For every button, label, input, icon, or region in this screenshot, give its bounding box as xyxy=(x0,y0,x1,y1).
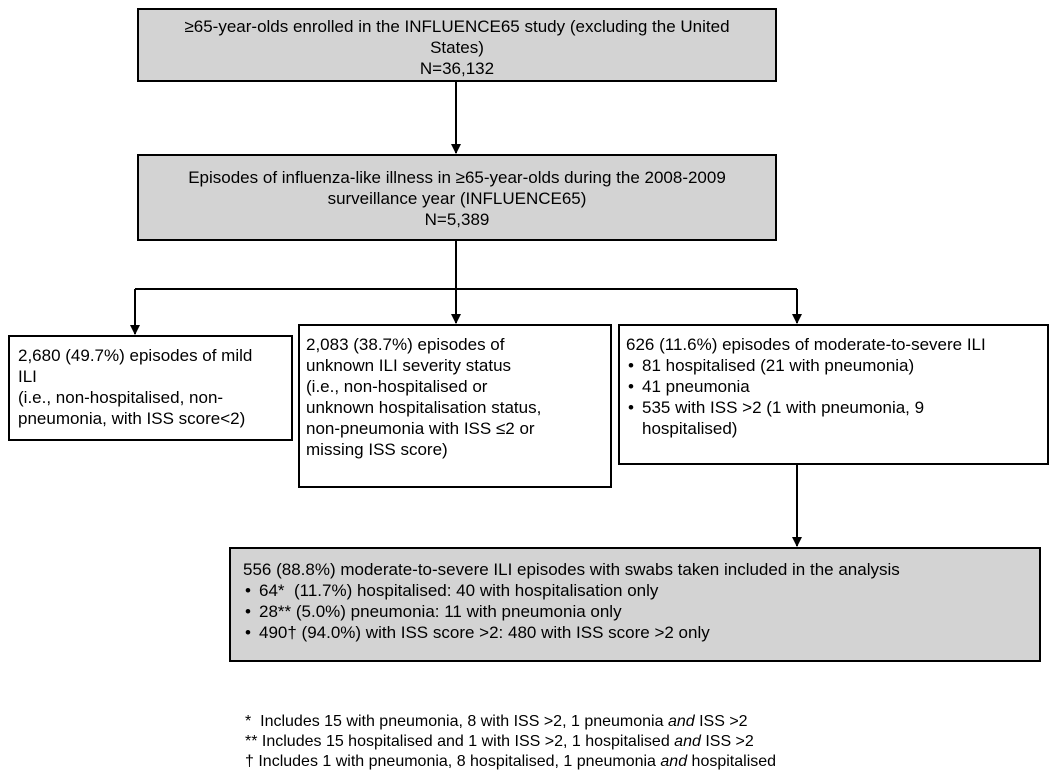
unknown-severity-box: 2,083 (38.7%) episodes of unknown ILI se… xyxy=(298,324,612,488)
analysis-item-pneumonia: 28** (5.0%) pneumonia: 11 with pneumonia… xyxy=(243,601,1039,622)
mild-ili-box: 2,680 (49.7%) episodes of mild ILI (i.e.… xyxy=(8,335,293,441)
footnote2-tail: ISS >2 xyxy=(700,733,754,750)
mild-line3: (i.e., non-hospitalised, non- xyxy=(18,388,224,407)
episodes-box: Episodes of influenza-like illness in ≥6… xyxy=(137,154,777,241)
unknown-line4: unknown hospitalisation status, xyxy=(306,398,542,417)
footnote-hospitalised: * Includes 15 with pneumonia, 8 with ISS… xyxy=(245,712,776,732)
moderate-item-iss: 535 with ISS >2 (1 with pneumonia, 9 hos… xyxy=(626,397,972,439)
unknown-line1: 2,083 (38.7%) episodes of xyxy=(306,335,505,354)
enrolled-count: N=36,132 xyxy=(419,59,495,78)
analysis-box: 556 (88.8%) moderate-to-severe ILI episo… xyxy=(229,547,1041,662)
unknown-line5: non-pneumonia with ISS ≤2 or xyxy=(306,419,535,438)
footnote3-text: † Includes 1 with pneumonia, 8 hospitali… xyxy=(245,753,661,770)
moderate-item-pneumonia: 41 pneumonia xyxy=(626,376,1041,397)
moderate-title: 626 (11.6%) episodes of moderate-to-seve… xyxy=(626,335,986,354)
unknown-line6: missing ISS score) xyxy=(306,440,448,459)
episodes-count: N=5,389 xyxy=(424,210,490,229)
moderate-severe-box: 626 (11.6%) episodes of moderate-to-seve… xyxy=(618,324,1049,465)
unknown-line3: (i.e., non-hospitalised or xyxy=(306,377,488,396)
mild-line2: ILI xyxy=(18,367,37,386)
footnote-iss: † Includes 1 with pneumonia, 8 hospitali… xyxy=(245,752,776,772)
episodes-line1: Episodes of influenza-like illness in ≥6… xyxy=(188,168,726,187)
footnote1-text: * Includes 15 with pneumonia, 8 with ISS… xyxy=(245,713,668,730)
enrolled-line2: States) xyxy=(430,38,484,57)
episodes-line2: surveillance year (INFLUENCE65) xyxy=(327,189,587,208)
footnote1-tail: ISS >2 xyxy=(694,713,748,730)
footnote3-emphasis: and xyxy=(660,753,688,770)
analysis-title: 556 (88.8%) moderate-to-severe ILI episo… xyxy=(243,560,900,579)
unknown-line2: unknown ILI severity status xyxy=(306,356,512,375)
footnotes: * Includes 15 with pneumonia, 8 with ISS… xyxy=(245,712,776,772)
enrolled-box: ≥65-year-olds enrolled in the INFLUENCE6… xyxy=(137,8,777,82)
moderate-list: 81 hospitalised (21 with pneumonia) 41 p… xyxy=(626,355,1041,439)
footnote3-tail: hospitalised xyxy=(687,753,777,770)
mild-line1: 2,680 (49.7%) episodes of mild xyxy=(18,346,253,365)
footnote2-text: ** Includes 15 hospitalised and 1 with I… xyxy=(245,733,675,750)
analysis-item-hospitalised: 64* (11.7%) hospitalised: 40 with hospit… xyxy=(243,580,1039,601)
analysis-item-iss: 490† (94.0%) with ISS score >2: 480 with… xyxy=(243,622,1039,643)
footnote-pneumonia: ** Includes 15 hospitalised and 1 with I… xyxy=(245,732,776,752)
moderate-item-hospitalised: 81 hospitalised (21 with pneumonia) xyxy=(626,355,1041,376)
footnote1-emphasis: and xyxy=(667,713,695,730)
analysis-list: 64* (11.7%) hospitalised: 40 with hospit… xyxy=(243,580,1039,643)
footnote2-emphasis: and xyxy=(674,733,701,750)
mild-line4: pneumonia, with ISS score<2) xyxy=(18,409,246,428)
enrolled-line1: ≥65-year-olds enrolled in the INFLUENCE6… xyxy=(184,17,730,36)
